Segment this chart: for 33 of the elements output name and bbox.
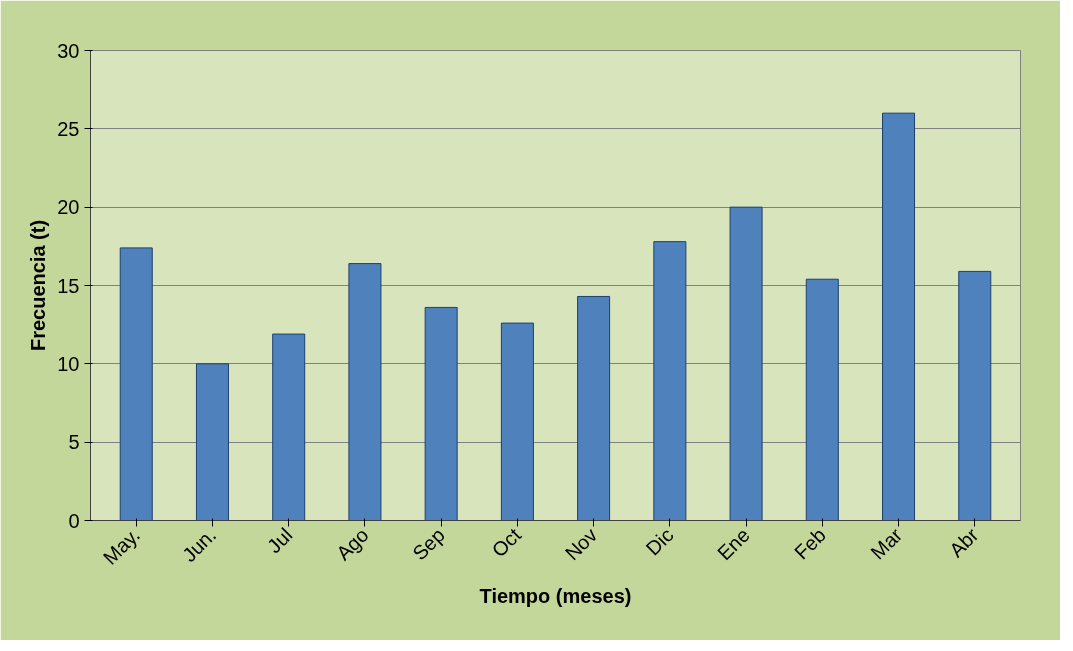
bar	[729, 206, 763, 521]
bar	[424, 306, 458, 521]
bar	[272, 333, 306, 521]
y-tick-label: 5	[68, 431, 80, 454]
y-tick-label: 30	[57, 39, 80, 62]
bar	[577, 295, 611, 521]
x-tick-label: Ago	[331, 523, 373, 565]
bar	[119, 247, 153, 521]
bar	[653, 241, 687, 521]
x-tick-label: Oct	[487, 523, 526, 562]
y-tick-label: 25	[57, 117, 80, 140]
y-tick-label: 10	[57, 352, 80, 375]
bar	[805, 278, 839, 521]
x-tick-label: Ene	[713, 523, 754, 565]
y-axis-title: Frecuencia (t)	[27, 219, 50, 352]
x-tick-label: Nov	[560, 523, 602, 565]
x-tick-label: Sep	[408, 523, 449, 565]
x-tick-label: Mar	[866, 523, 907, 564]
x-tick-label: Abr	[944, 523, 983, 562]
x-axis-title: Tiempo (meses)	[479, 584, 632, 607]
y-tick-label: 15	[57, 274, 80, 297]
x-tick-label: Jun.	[177, 523, 221, 566]
bar	[348, 263, 382, 521]
x-tick-label: Feb	[790, 523, 831, 564]
x-tick-label: Jul	[262, 523, 297, 558]
bar	[958, 270, 992, 521]
x-tick-label: May.	[98, 523, 145, 569]
y-tick-label: 20	[57, 196, 80, 219]
x-tick-label: Dic	[641, 523, 678, 560]
y-tick-label: 0	[68, 509, 80, 532]
bar	[195, 363, 229, 521]
bar	[500, 322, 534, 521]
bar	[882, 112, 916, 521]
